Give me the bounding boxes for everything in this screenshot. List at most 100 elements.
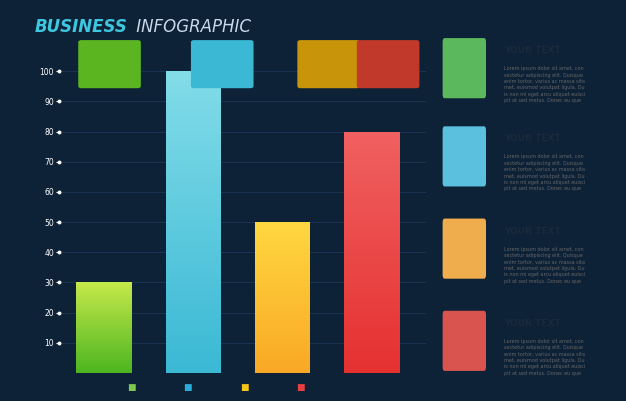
Bar <box>166 158 221 160</box>
Bar <box>76 335 132 336</box>
Bar <box>255 238 310 239</box>
Bar <box>76 327 132 328</box>
Bar <box>255 279 310 280</box>
Bar <box>255 261 310 262</box>
Bar <box>76 360 132 361</box>
Bar <box>166 238 221 240</box>
Bar <box>166 101 221 103</box>
Bar <box>76 328 132 329</box>
Bar <box>166 343 221 345</box>
Bar <box>255 224 310 225</box>
Bar <box>76 368 132 369</box>
Bar <box>344 149 400 151</box>
Bar <box>255 272 310 273</box>
Bar <box>344 151 400 152</box>
Bar <box>255 366 310 367</box>
Bar <box>344 204 400 206</box>
Bar <box>344 338 400 339</box>
Bar <box>76 346 132 347</box>
Bar <box>166 124 221 126</box>
Bar <box>166 280 221 282</box>
Bar <box>255 275 310 276</box>
Bar <box>166 146 221 148</box>
Text: Lorem ipsum dolor sit amet, con
sectetur adipiscing elit. Quisque
enim tortor, v: Lorem ipsum dolor sit amet, con sectetur… <box>504 247 585 284</box>
Bar <box>166 220 221 222</box>
Bar <box>166 361 221 363</box>
Bar <box>255 269 310 270</box>
Bar <box>344 302 400 304</box>
Bar <box>344 159 400 160</box>
Bar <box>344 170 400 172</box>
Bar <box>255 252 310 253</box>
Bar <box>344 304 400 305</box>
Bar <box>166 276 221 278</box>
Bar <box>344 152 400 154</box>
Bar <box>255 304 310 306</box>
Bar <box>255 342 310 343</box>
Bar <box>255 365 310 366</box>
Bar <box>166 234 221 236</box>
Bar <box>255 308 310 310</box>
Bar <box>166 339 221 341</box>
Bar <box>255 251 310 252</box>
Bar <box>344 227 400 228</box>
Bar <box>166 252 221 254</box>
Bar <box>255 302 310 304</box>
Bar <box>255 370 310 371</box>
Bar <box>166 156 221 158</box>
Bar <box>166 178 221 180</box>
Bar <box>76 351 132 352</box>
Bar <box>166 367 221 369</box>
Bar <box>255 335 310 336</box>
Bar <box>76 332 132 333</box>
Bar <box>166 214 221 216</box>
Bar <box>166 369 221 371</box>
Bar <box>76 295 132 296</box>
Bar <box>76 334 132 335</box>
Bar <box>166 226 221 228</box>
Bar <box>76 325 132 326</box>
Bar <box>344 347 400 349</box>
Bar <box>344 143 400 144</box>
Bar <box>255 331 310 332</box>
FancyBboxPatch shape <box>443 126 486 186</box>
Bar <box>76 343 132 344</box>
Bar <box>255 343 310 344</box>
Bar <box>76 370 132 371</box>
Bar <box>166 142 221 144</box>
Bar <box>166 97 221 99</box>
Bar <box>76 345 132 346</box>
Text: ■: ■ <box>296 383 305 392</box>
Bar <box>255 300 310 302</box>
Bar <box>166 341 221 343</box>
Bar <box>166 79 221 81</box>
Bar <box>344 367 400 368</box>
Bar <box>76 326 132 327</box>
Bar <box>344 207 400 209</box>
Bar <box>255 288 310 290</box>
Bar <box>255 327 310 328</box>
Bar <box>344 363 400 365</box>
Bar <box>166 258 221 260</box>
Bar <box>344 344 400 346</box>
Bar <box>76 333 132 334</box>
Bar <box>255 345 310 346</box>
Bar <box>255 355 310 356</box>
Bar <box>76 331 132 332</box>
Bar <box>255 257 310 258</box>
Bar <box>255 341 310 342</box>
Bar <box>255 340 310 341</box>
Bar <box>76 359 132 360</box>
Bar <box>255 358 310 359</box>
Bar <box>255 286 310 288</box>
Bar <box>344 330 400 331</box>
Bar <box>255 229 310 230</box>
Bar <box>76 321 132 322</box>
Bar <box>255 315 310 316</box>
Bar <box>255 354 310 355</box>
Bar <box>255 356 310 357</box>
Bar <box>166 164 221 166</box>
Bar <box>166 206 221 208</box>
Bar <box>344 358 400 360</box>
Bar <box>166 240 221 242</box>
